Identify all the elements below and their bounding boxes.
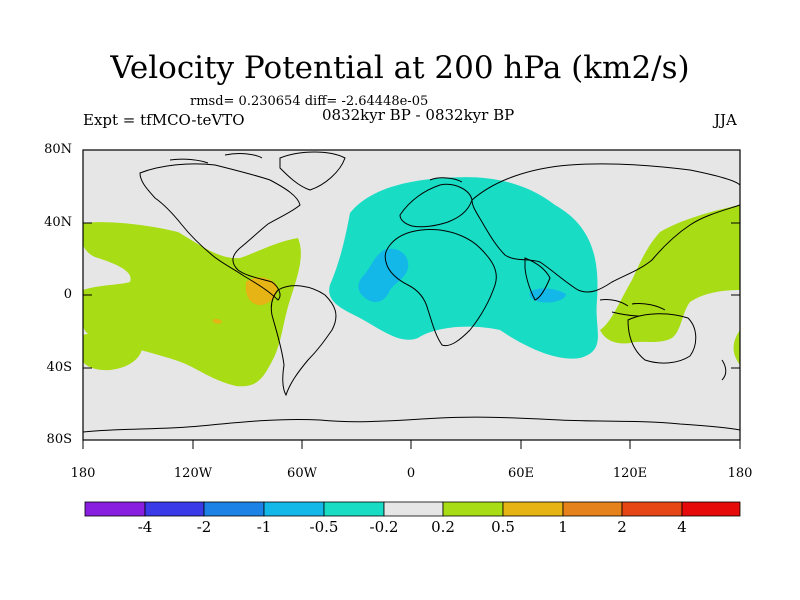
lon-label-180e: 180 <box>727 466 753 481</box>
green-region-dateline-south <box>733 330 740 365</box>
lon-label-60w: 60W <box>287 466 317 481</box>
orange-dot-pacific <box>212 318 222 324</box>
lon-label-0: 0 <box>406 466 416 481</box>
colorbar-swatch <box>383 501 444 517</box>
colorbar-label: -1 <box>256 518 272 536</box>
colorbar <box>84 501 741 517</box>
green-region-south-pacific <box>83 332 143 371</box>
coast-indonesia <box>599 299 666 317</box>
lat-label-0: 0 <box>63 287 72 302</box>
lat-label-40n: 40N <box>44 215 72 230</box>
colorbar-swatch <box>263 501 325 517</box>
map-title: Velocity Potential at 200 hPa (km2/s) <box>110 50 690 86</box>
colorbar-label: 0.5 <box>491 518 515 536</box>
colorbar-swatch <box>502 501 564 517</box>
coast-antarctica <box>82 416 741 433</box>
colorbar-label: -0.2 <box>369 518 399 536</box>
colorbar-swatch <box>144 501 205 517</box>
coast-arctic-islands <box>169 153 463 183</box>
coast-north-america <box>139 163 301 301</box>
lat-label-40s: 40S <box>46 360 72 375</box>
coast-asia <box>471 163 741 293</box>
teal-region-africa-indian <box>329 177 598 359</box>
colorbar-label: -2 <box>196 518 212 536</box>
colorbar-swatch <box>562 501 623 517</box>
coast-europe <box>399 183 473 228</box>
period-label: 0832kyr BP - 0832kyr BP <box>322 106 515 124</box>
coast-new-zealand <box>721 359 727 381</box>
colorbar-swatch <box>323 501 385 517</box>
experiment-label: Expt = tfMCO-teVTO <box>83 111 245 129</box>
colorbar-label: 2 <box>617 518 627 536</box>
lon-label-180w: 180 <box>70 466 96 481</box>
colorbar-label: 0.2 <box>431 518 455 536</box>
coast-india <box>524 257 551 301</box>
lon-label-60e: 60E <box>507 466 535 481</box>
orange-region-central-america <box>245 277 278 306</box>
season-label: JJA <box>714 111 737 129</box>
contour-fills <box>83 177 740 387</box>
coast-greenland <box>279 151 346 191</box>
colorbar-label: -4 <box>137 518 153 536</box>
lat-label-80s: 80S <box>46 432 72 447</box>
green-region-west-pacific <box>600 205 740 344</box>
lon-label-120e: 120E <box>612 466 648 481</box>
coastlines <box>82 151 741 433</box>
colorbar-label: 4 <box>677 518 687 536</box>
lat-label-80n: 80N <box>44 142 72 157</box>
lon-ticks <box>82 440 741 449</box>
coast-australia <box>627 313 697 364</box>
colorbar-swatch <box>203 501 265 517</box>
colorbar-label: -0.5 <box>309 518 339 536</box>
stats-label: rmsd= 0.230654 diff= -2.64448e-05 <box>190 94 429 109</box>
lat-ticks <box>83 149 740 441</box>
coast-africa <box>384 229 497 347</box>
cyan-region-indian <box>529 288 566 303</box>
colorbar-swatch <box>681 501 741 517</box>
colorbar-swatch <box>442 501 504 517</box>
coast-south-america <box>270 285 337 397</box>
colorbar-swatch <box>84 501 146 517</box>
lon-label-120w: 120W <box>173 466 213 481</box>
cyan-region-west-africa <box>358 248 409 302</box>
colorbar-swatch <box>621 501 683 517</box>
colorbar-label: 1 <box>558 518 568 536</box>
